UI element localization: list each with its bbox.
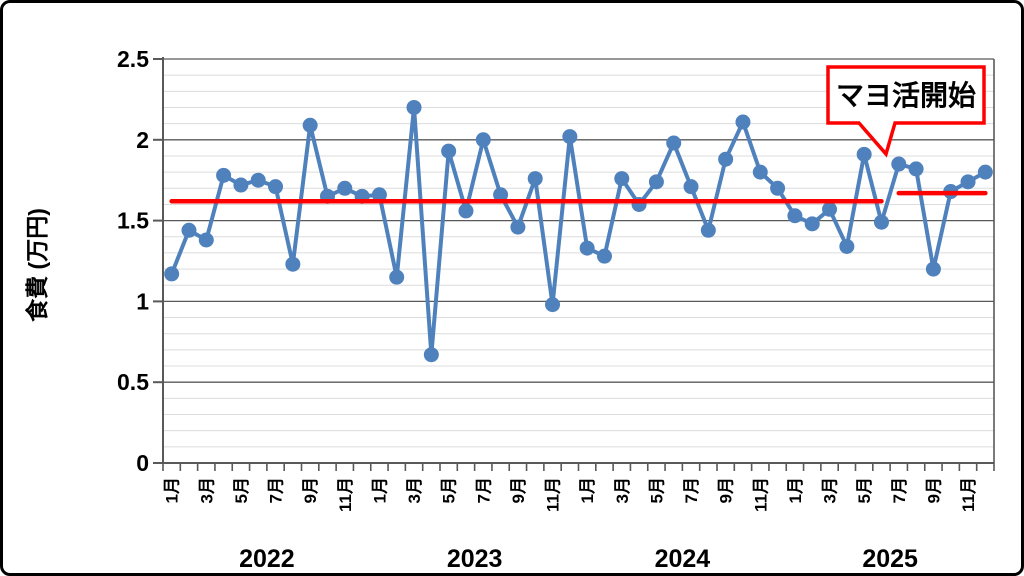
- data-point-marker: [977, 164, 993, 180]
- callout-text: マヨ活開始: [836, 80, 976, 111]
- x-month-label: 3月: [821, 477, 840, 503]
- data-point-marker: [545, 297, 561, 313]
- y-tick-label: 1: [136, 288, 149, 314]
- data-point-marker: [579, 240, 595, 256]
- x-month-label: 11月: [544, 477, 563, 512]
- x-month-label: 1月: [370, 477, 389, 503]
- data-point-marker: [787, 208, 803, 224]
- year-label: 2024: [655, 545, 711, 573]
- chart-generated-layer: 0 0.5 1 1.5 2 2.5 1月 3月 5月 7月 9月 11月 2022 1月 3月 5月 7月 9月 1…: [117, 46, 995, 573]
- data-point-marker: [475, 132, 491, 148]
- data-point-marker: [718, 151, 734, 167]
- y-tick-label: 0: [136, 450, 149, 476]
- x-month-label: 5月: [440, 477, 459, 503]
- data-point-marker: [510, 219, 526, 235]
- data-point-marker: [198, 232, 214, 248]
- data-point-marker: [406, 99, 422, 115]
- year-label: 2022: [239, 545, 295, 573]
- y-tick-label: 2.5: [117, 46, 149, 72]
- y-tick-label: 1.5: [117, 208, 149, 234]
- data-point-marker: [735, 114, 751, 130]
- data-point-marker: [804, 216, 820, 232]
- data-point-marker: [493, 187, 509, 203]
- data-point-marker: [216, 167, 232, 183]
- x-month-label: 1月: [163, 477, 182, 503]
- x-month-label: 1月: [578, 477, 597, 503]
- data-point-marker: [250, 172, 266, 188]
- data-point-marker: [337, 180, 353, 196]
- data-point-marker: [752, 164, 768, 180]
- x-month-label: 7月: [474, 477, 493, 503]
- data-point-marker: [285, 256, 301, 272]
- x-month-label: 7月: [890, 477, 909, 503]
- data-point-marker: [873, 214, 889, 230]
- data-point-marker: [925, 261, 941, 277]
- data-point-marker: [164, 266, 180, 282]
- x-month-label: 3月: [197, 477, 216, 503]
- data-point-marker: [700, 222, 716, 238]
- data-point-marker: [683, 179, 699, 195]
- y-tick-label: 0.5: [117, 369, 149, 395]
- data-point-marker: [596, 248, 612, 264]
- callout-annotation: マヨ活開始: [826, 65, 986, 158]
- x-month-label: 3月: [613, 477, 632, 503]
- data-point-marker: [648, 174, 664, 190]
- data-point-marker: [441, 143, 457, 159]
- expense-series-line: [169, 105, 988, 357]
- x-month-label: 9月: [924, 477, 943, 503]
- x-month-label: 7月: [267, 477, 286, 503]
- data-point-marker: [181, 222, 197, 238]
- data-point-marker: [891, 156, 907, 172]
- data-point-marker: [562, 129, 578, 145]
- data-point-marker: [770, 180, 786, 196]
- expense-line-chart: 0 0.5 1 1.5 2 2.5 1月 3月 5月 7月 9月 11月 2022 1月 3月 5月 7月 9月 1…: [24, 46, 995, 573]
- year-label: 2025: [862, 545, 918, 573]
- x-month-label: 9月: [509, 477, 528, 503]
- data-point-marker: [666, 135, 682, 151]
- year-label: 2023: [447, 545, 503, 573]
- data-point-marker: [302, 117, 318, 133]
- x-month-label: 3月: [405, 477, 424, 503]
- data-point-marker: [960, 174, 976, 190]
- data-point-marker: [268, 179, 284, 195]
- x-month-label: 11月: [751, 477, 770, 512]
- x-month-label: 11月: [959, 477, 978, 512]
- x-month-label: 9月: [717, 477, 736, 503]
- data-point-marker: [389, 269, 405, 285]
- data-point-marker: [233, 177, 249, 193]
- data-point-marker: [614, 171, 630, 187]
- x-month-label: 7月: [682, 477, 701, 503]
- x-month-label: 1月: [786, 477, 805, 503]
- x-month-label: 11月: [336, 477, 355, 512]
- y-tick-label: 2: [136, 127, 149, 153]
- data-point-marker: [822, 201, 838, 217]
- data-point-marker: [458, 203, 474, 219]
- x-month-label: 5月: [232, 477, 251, 503]
- callout-bubble: [826, 65, 986, 158]
- data-point-marker: [856, 146, 872, 162]
- x-month-label: 5月: [647, 477, 666, 503]
- data-point-marker: [527, 171, 543, 187]
- y-axis-title: 食費 (万円): [24, 208, 50, 322]
- data-point-marker: [839, 238, 855, 254]
- x-month-label: 9月: [301, 477, 320, 503]
- data-point-marker: [423, 347, 439, 363]
- data-point-marker: [908, 161, 924, 177]
- x-month-label: 5月: [855, 477, 874, 503]
- data-point-marker: [371, 187, 387, 203]
